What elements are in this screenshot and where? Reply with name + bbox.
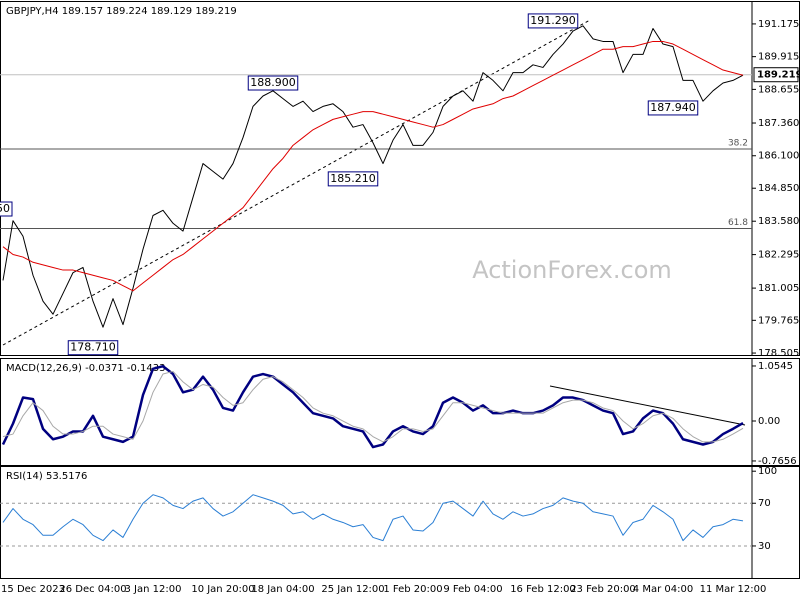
annotation-box — [527, 13, 579, 29]
series-line — [2, 25, 744, 328]
panel-title: RSI(14) 53.5176 — [6, 471, 87, 482]
annotation-label: 50 — [0, 202, 10, 215]
x-tick-label: 3 Jan 12:00 — [125, 584, 182, 595]
x-tick-label: 1 Feb 20:00 — [383, 584, 442, 595]
y-tick-label: 178.505 — [758, 348, 799, 359]
series-line — [2, 40, 744, 292]
x-tick-label: 16 Feb 12:00 — [510, 584, 576, 595]
y-tick-label: 30 — [758, 541, 771, 552]
y-tick-label: 1.0545 — [758, 361, 793, 372]
y-tick-label: 183.580 — [758, 216, 799, 227]
y-tick-label: 184.850 — [758, 183, 799, 194]
y-tick-label: 100 — [758, 466, 777, 477]
trendline — [2, 19, 591, 346]
annotation-box — [327, 171, 379, 187]
y-tick-label: 186.100 — [758, 151, 799, 162]
watermark: ActionForex.com — [472, 256, 672, 284]
last-price-label: 189.219 — [757, 70, 800, 81]
macd-trendline — [549, 385, 746, 426]
y-tick-label: 181.005 — [758, 283, 799, 294]
annotation-label: 187.940 — [650, 101, 696, 114]
x-tick-label: 23 Feb 20:00 — [570, 584, 636, 595]
series-line — [1, 364, 744, 449]
x-tick-label: 9 Feb 04:00 — [443, 584, 502, 595]
annotation-box — [0, 201, 13, 217]
annotation-label: 191.290 — [530, 14, 576, 27]
y-tick-label: 70 — [758, 498, 771, 509]
annotation-label: 188.900 — [250, 76, 296, 89]
y-tick-label: 182.295 — [758, 250, 799, 261]
level-label: 61.8 — [728, 218, 748, 228]
last-price-box — [753, 67, 799, 83]
annotation-box — [67, 340, 119, 356]
x-tick-label: 4 Mar 04:00 — [633, 584, 693, 595]
y-tick-label: 179.765 — [758, 315, 799, 326]
y-tick-label: 189.915 — [758, 52, 799, 63]
series-line — [2, 370, 744, 443]
x-tick-label: 15 Dec 2023 — [1, 584, 65, 595]
x-tick-label: 11 Mar 12:00 — [700, 584, 767, 595]
annotation-label: 185.210 — [330, 172, 376, 185]
level-label: 38.2 — [728, 138, 748, 148]
y-tick-label: -0.7656 — [758, 456, 797, 467]
x-tick-label: 25 Jan 12:00 — [321, 584, 384, 595]
annotation-box — [247, 75, 299, 91]
panel-title: GBPJPY,H4 189.157 189.224 189.129 189.21… — [6, 6, 237, 17]
annotation-box — [647, 100, 699, 116]
y-tick-label: 191.175 — [758, 19, 799, 30]
x-tick-label: 18 Jan 04:00 — [251, 584, 314, 595]
annotation-label: 178.710 — [70, 341, 116, 354]
y-tick-label: 187.360 — [758, 118, 799, 129]
panel-title: MACD(12,26,9) -0.0371 -0.1433 — [6, 363, 166, 374]
x-tick-label: 10 Jan 20:00 — [191, 584, 254, 595]
x-tick-label: 26 Dec 04:00 — [59, 584, 126, 595]
y-tick-label: 0.00 — [758, 416, 780, 427]
y-tick-label: 188.655 — [758, 84, 799, 95]
series-line — [2, 494, 744, 542]
